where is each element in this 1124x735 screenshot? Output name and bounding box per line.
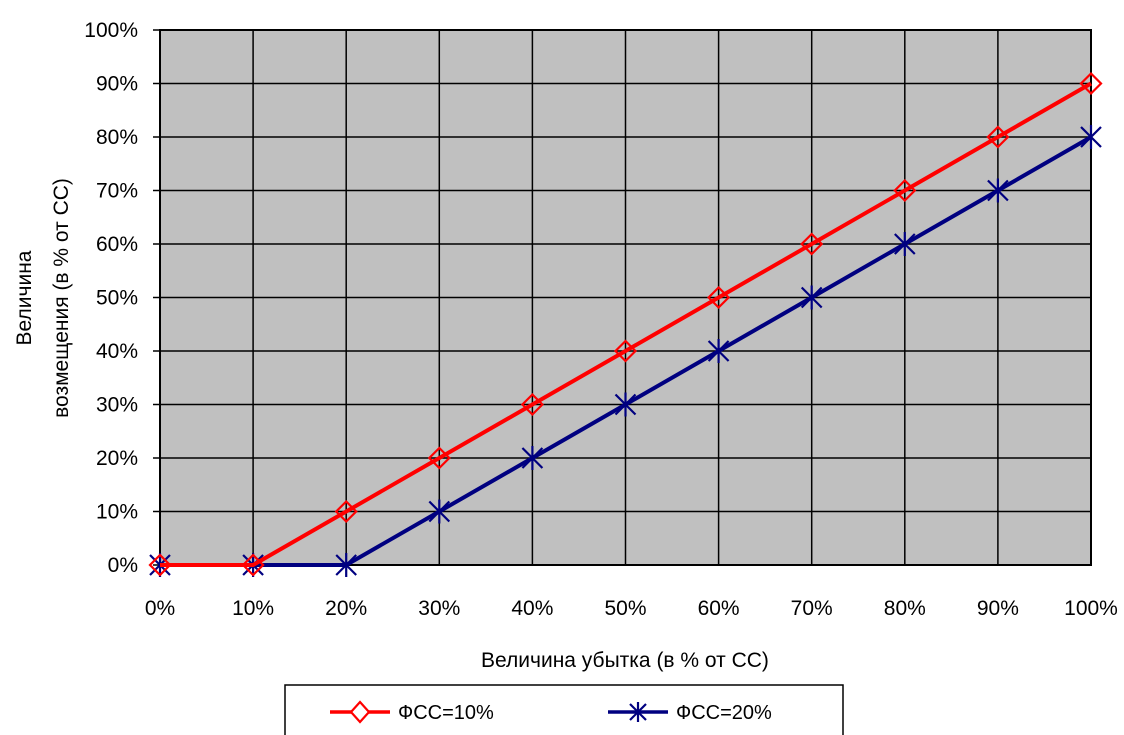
y-tick-label: 70% [96,180,138,203]
x-tick-label: 70% [791,597,833,620]
data-point [893,178,917,203]
data-point [707,339,730,363]
y-tick-label: 0% [108,554,138,577]
data-point [800,232,824,256]
data-point [1079,71,1103,96]
series-line [160,81,1092,567]
data-point [428,499,451,524]
y-tick-label: 30% [96,394,138,417]
x-tick-label: 50% [604,597,646,620]
data-point [521,446,544,470]
y-axis-title-line-1: Величина [13,250,36,345]
y-tick-label: 50% [96,287,138,310]
data-point [613,339,638,363]
legend-marker-series-2 [629,702,647,722]
data-point [894,232,916,256]
x-axis-title: Величина убытка (в % от СС) [481,649,769,672]
y-tick-label: 60% [96,233,138,256]
y-tick-label: 20% [96,447,138,470]
y-tick-label: 10% [96,501,138,524]
data-point [427,446,451,470]
data-point [707,285,731,310]
x-tick-label: 40% [511,597,553,620]
data-point [614,392,637,417]
data-point [241,553,265,577]
grid-lines [159,29,1092,566]
data-point [987,178,1009,203]
y-tick-label: 80% [96,126,138,149]
x-tick-label: 100% [1064,597,1118,620]
data-point [800,285,823,310]
x-tick-label: 20% [325,597,367,620]
x-tick-label: 30% [418,597,460,620]
data-point [148,553,172,577]
legend-label-series-2: ФСС=20% [676,702,772,724]
x-tick-label: 80% [884,597,926,620]
legend-marker-series-1 [349,700,371,724]
y-tick-label: 90% [96,73,138,96]
x-tick-label: 0% [145,597,175,620]
series-layer [148,71,1103,577]
data-point [335,553,357,577]
y-axis-ticks: 0% 10% 20% 30% 40% 50% 60% 70% 80% 90% 100% [84,19,160,577]
x-tick-label: 60% [698,597,740,620]
x-tick-label: 90% [977,597,1019,620]
legend: ФСС=10% ФСС=20% [284,684,844,735]
data-point [334,499,358,524]
data-point [520,392,544,417]
y-tick-label: 100% [84,19,138,42]
y-axis-title-line-2: возмещения (в % от СС) [50,178,73,418]
legend-label-series-1: ФСС=10% [398,702,494,724]
series-1 [148,71,1103,577]
data-point [986,125,1010,149]
legend-box [284,684,844,735]
x-tick-label: 10% [232,597,274,620]
data-point [1080,125,1102,149]
y-tick-label: 40% [96,340,138,363]
x-axis-ticks: 0% 10% 20% 30% 40% 50% 60% 70% 80% 90% 100% [145,597,1118,620]
